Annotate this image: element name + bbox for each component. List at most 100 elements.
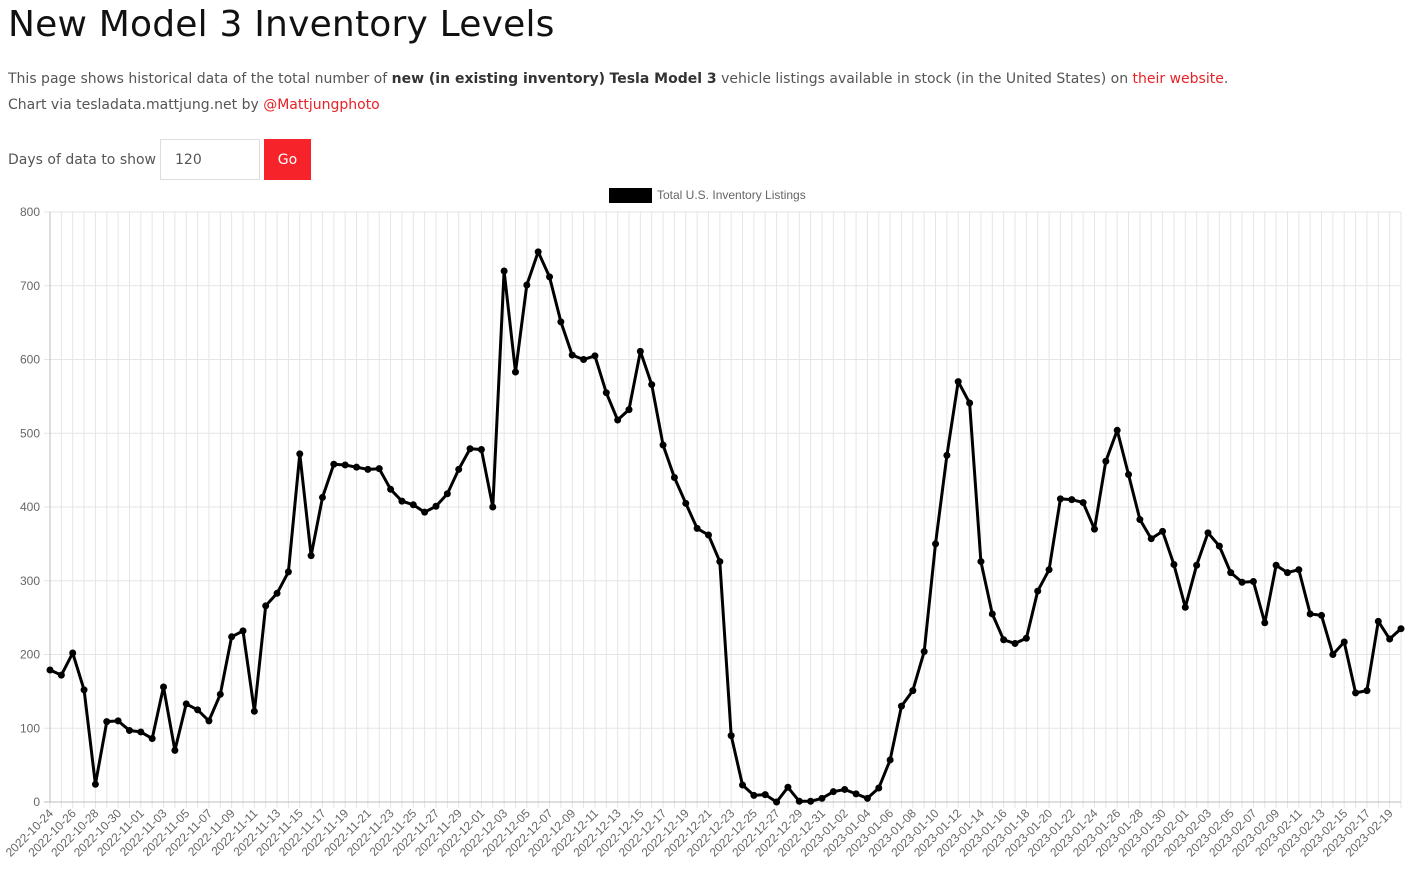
data-point <box>636 347 644 355</box>
data-point <box>909 687 917 695</box>
data-point <box>1159 527 1167 535</box>
data-point <box>205 717 213 725</box>
y-tick-label: 600 <box>20 353 40 367</box>
data-point <box>466 445 474 453</box>
data-point <box>148 735 156 743</box>
data-point <box>250 707 258 715</box>
data-point <box>1340 638 1348 646</box>
data-point <box>1125 471 1133 479</box>
data-point <box>1113 426 1121 434</box>
data-point <box>489 503 497 511</box>
data-point <box>750 791 758 799</box>
data-point <box>659 441 667 449</box>
data-point <box>1011 639 1019 647</box>
data-point <box>546 273 554 281</box>
data-point <box>364 465 372 473</box>
data-point <box>1363 687 1371 695</box>
description-middle: vehicle listings available in stock (in … <box>716 71 1133 87</box>
their-website-link[interactable]: their website <box>1132 71 1224 87</box>
data-point <box>69 649 77 657</box>
data-point <box>432 502 440 510</box>
data-point <box>296 450 304 458</box>
data-point <box>693 524 701 532</box>
data-point <box>784 783 792 791</box>
data-point <box>943 451 951 459</box>
y-tick-label: 0 <box>33 795 40 809</box>
y-tick-label: 100 <box>20 721 40 735</box>
data-point <box>1056 495 1064 503</box>
data-point <box>1249 577 1257 585</box>
data-point <box>1238 578 1246 586</box>
data-point <box>182 700 190 708</box>
data-point <box>704 531 712 539</box>
data-point <box>443 490 451 498</box>
data-point <box>807 797 815 805</box>
data-point <box>648 381 656 389</box>
data-point <box>1136 516 1144 524</box>
data-point <box>761 791 769 799</box>
data-point <box>228 633 236 641</box>
data-point <box>171 746 179 754</box>
data-point <box>1068 496 1076 504</box>
data-point <box>977 558 985 566</box>
data-point <box>262 602 270 610</box>
data-point <box>591 352 599 360</box>
data-point <box>727 732 735 740</box>
data-point <box>580 356 588 363</box>
data-point <box>897 702 905 710</box>
data-point <box>387 485 395 493</box>
data-point <box>1352 689 1360 697</box>
go-button[interactable]: Go <box>264 139 312 180</box>
y-tick-label: 800 <box>20 205 40 219</box>
data-point <box>477 445 485 453</box>
description-bold-inventory: new (in existing inventory) <box>391 71 606 87</box>
data-point <box>1397 625 1405 633</box>
y-tick-label: 400 <box>20 500 40 514</box>
data-point <box>682 499 690 507</box>
y-tick-label: 200 <box>20 648 40 662</box>
data-point <box>988 610 996 618</box>
data-point <box>80 686 88 694</box>
data-point <box>1295 566 1303 574</box>
data-point <box>57 671 65 679</box>
data-point <box>1000 636 1008 644</box>
data-point <box>795 797 803 805</box>
y-tick-label: 700 <box>20 279 40 293</box>
data-point <box>1034 587 1042 595</box>
data-point <box>886 756 894 764</box>
data-point <box>1022 634 1030 642</box>
data-point <box>1227 569 1235 577</box>
data-point <box>534 248 542 256</box>
data-point <box>568 351 576 359</box>
data-point <box>716 558 724 566</box>
data-point <box>1090 525 1098 533</box>
days-input[interactable] <box>160 139 261 180</box>
data-point <box>932 540 940 548</box>
data-point <box>1261 619 1269 627</box>
data-point <box>954 378 962 386</box>
y-tick-label: 300 <box>20 574 40 588</box>
data-point <box>818 794 826 802</box>
data-point <box>194 706 202 714</box>
data-point <box>103 718 111 726</box>
data-point <box>1204 529 1212 537</box>
data-point <box>1318 611 1326 619</box>
data-point <box>91 780 99 788</box>
data-point <box>239 627 247 635</box>
data-point <box>829 788 837 796</box>
credit-text: Chart via tesladata.mattjung.net by <box>8 97 264 113</box>
days-label: Days of data to show <box>8 151 157 168</box>
y-tick-label: 500 <box>20 426 40 440</box>
page-title: New Model 3 Inventory Levels <box>8 4 555 45</box>
data-point <box>1283 569 1291 577</box>
data-point <box>625 406 633 414</box>
data-point <box>1102 457 1110 465</box>
data-point <box>523 281 531 289</box>
data-point <box>409 501 417 509</box>
data-point <box>863 794 871 802</box>
data-point <box>114 717 122 725</box>
data-point <box>341 461 349 469</box>
author-link[interactable]: @Mattjungphoto <box>263 97 380 113</box>
data-point <box>160 683 168 691</box>
description-bold-model: Tesla Model 3 <box>609 71 717 87</box>
